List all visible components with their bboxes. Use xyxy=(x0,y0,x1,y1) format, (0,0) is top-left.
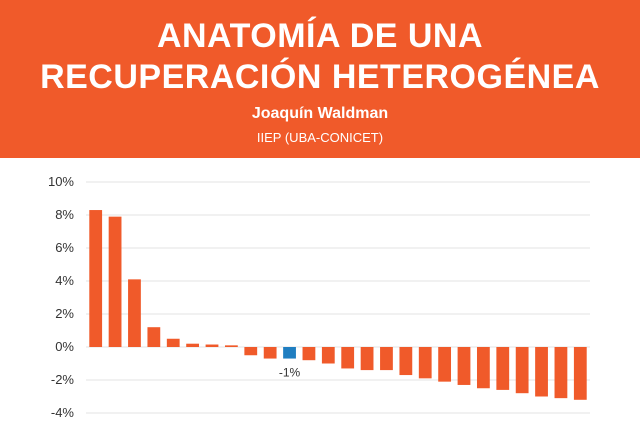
bar xyxy=(166,338,180,347)
header-banner: ANATOMÍA DE UNA RECUPERACIÓN HETEROGÉNEA… xyxy=(0,0,640,158)
bar xyxy=(573,347,587,400)
bar xyxy=(108,216,122,347)
bar xyxy=(263,347,277,359)
bar xyxy=(515,347,529,394)
bar xyxy=(321,347,335,364)
bar xyxy=(457,347,471,385)
bar xyxy=(554,347,568,399)
bar xyxy=(128,279,141,347)
title-line-1: ANATOMÍA DE UNA xyxy=(156,17,484,55)
bar xyxy=(205,344,219,347)
y-tick-label: 8% xyxy=(55,207,74,222)
y-tick-label: 10% xyxy=(48,174,74,189)
bar xyxy=(302,347,316,361)
bar xyxy=(147,327,161,347)
bar xyxy=(438,347,452,382)
y-tick-label: 4% xyxy=(55,273,74,288)
y-tick-label: -4% xyxy=(51,405,75,420)
institution: IIEP (UBA-CONICET) xyxy=(256,130,384,145)
bar xyxy=(341,347,355,369)
bar xyxy=(186,343,200,347)
bar xyxy=(476,347,490,389)
bar xyxy=(224,345,238,347)
bar-value-label: -1% xyxy=(279,366,301,380)
bar xyxy=(380,347,393,371)
bar-chart: -4% -2% 0% 2% 4% 6% 8% 10% -1% xyxy=(48,174,590,420)
title-line-2: RECUPERACIÓN HETEROGÉNEA xyxy=(40,58,600,96)
bar xyxy=(496,347,510,390)
bar xyxy=(535,347,548,397)
y-tick-label: 2% xyxy=(55,306,74,321)
bar xyxy=(283,347,296,359)
y-tick-label: 0% xyxy=(55,339,74,354)
bar xyxy=(360,347,374,371)
y-tick-label: 6% xyxy=(55,240,74,255)
bar xyxy=(244,347,258,356)
bar xyxy=(399,347,413,376)
y-tick-label: -2% xyxy=(51,372,75,387)
bar xyxy=(418,347,432,379)
author-name: Joaquín Waldman xyxy=(251,105,389,122)
bar xyxy=(89,210,103,347)
